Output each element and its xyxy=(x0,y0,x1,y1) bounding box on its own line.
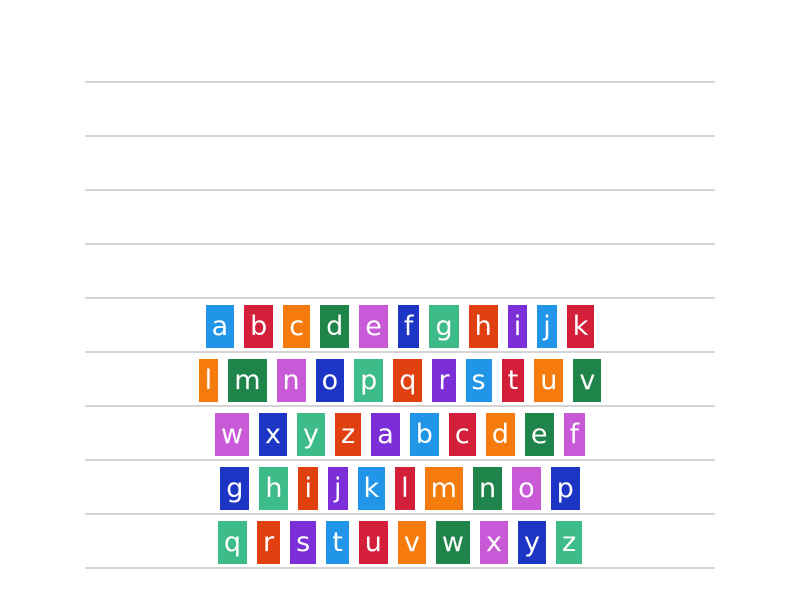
letter-tile[interactable]: v xyxy=(573,358,602,402)
letter-tile[interactable]: o xyxy=(512,466,541,510)
answer-slot-line[interactable] xyxy=(85,135,715,137)
letter-tile[interactable]: w xyxy=(214,412,250,456)
letter-tile[interactable]: z xyxy=(555,520,583,564)
letter-tile[interactable]: c xyxy=(283,304,311,348)
tile-row-line xyxy=(85,459,715,461)
letter-tile[interactable]: g xyxy=(220,466,250,510)
letter-tile[interactable]: i xyxy=(298,466,318,510)
answer-slot-line[interactable] xyxy=(85,189,715,191)
letter-tile[interactable]: s xyxy=(290,520,317,564)
letter-tile[interactable]: a xyxy=(371,412,400,456)
letter-tile[interactable]: j xyxy=(328,466,348,510)
letter-tile[interactable]: o xyxy=(315,358,345,402)
letter-tile[interactable]: k xyxy=(357,466,386,510)
letter-tile[interactable]: e xyxy=(359,304,388,348)
letter-tile[interactable]: u xyxy=(534,358,564,402)
letter-tile[interactable]: f xyxy=(563,412,586,456)
letter-tile[interactable]: f xyxy=(397,304,420,348)
tile-row-line xyxy=(85,567,715,569)
letter-tile[interactable]: x xyxy=(259,412,288,456)
tile-row-line xyxy=(85,351,715,353)
letter-tile[interactable]: t xyxy=(501,358,525,402)
letter-tile[interactable]: c xyxy=(448,412,476,456)
letter-tile[interactable]: g xyxy=(429,304,459,348)
letter-tile[interactable]: v xyxy=(397,520,426,564)
letter-tile[interactable]: k xyxy=(566,304,595,348)
letter-tile[interactable]: b xyxy=(244,304,274,348)
letter-tile[interactable]: w xyxy=(435,520,470,564)
letter-tile[interactable]: r xyxy=(257,520,281,564)
letter-tile[interactable]: n xyxy=(276,358,306,402)
letter-tile[interactable]: n xyxy=(472,466,503,510)
letter-tile[interactable]: u xyxy=(358,520,388,564)
letter-tile[interactable]: s xyxy=(465,358,492,402)
letter-tile[interactable]: d xyxy=(485,412,515,456)
letter-tile[interactable]: d xyxy=(320,304,350,348)
letter-tile[interactable]: m xyxy=(424,466,463,510)
letter-tile[interactable]: l xyxy=(198,358,219,402)
letter-tile[interactable]: q xyxy=(393,358,423,402)
answer-slot-line[interactable] xyxy=(85,297,715,299)
letter-tile[interactable]: j xyxy=(537,304,557,348)
letter-tile[interactable]: b xyxy=(409,412,439,456)
letter-tile[interactable]: a xyxy=(205,304,235,348)
letter-tile[interactable]: z xyxy=(335,412,362,456)
tile-row-line xyxy=(85,405,715,407)
letter-tile[interactable]: y xyxy=(517,520,546,564)
letter-tile[interactable]: q xyxy=(217,520,247,564)
letter-tile[interactable]: e xyxy=(524,412,554,456)
letter-tile[interactable]: m xyxy=(228,358,267,402)
letter-tile[interactable]: l xyxy=(395,466,415,510)
letter-tile[interactable]: p xyxy=(354,358,384,402)
letter-tile[interactable]: h xyxy=(468,304,498,348)
letter-tile[interactable]: h xyxy=(259,466,289,510)
tile-row-line xyxy=(85,513,715,515)
letter-tile[interactable]: p xyxy=(550,466,580,510)
answer-slot-line[interactable] xyxy=(85,243,715,245)
answer-slot-line[interactable] xyxy=(85,81,715,83)
letter-tile[interactable]: r xyxy=(432,358,456,402)
letter-tile[interactable]: t xyxy=(326,520,349,564)
letter-tile[interactable]: x xyxy=(479,520,508,564)
letter-tile[interactable]: i xyxy=(507,304,528,348)
letter-tile[interactable]: y xyxy=(297,412,326,456)
